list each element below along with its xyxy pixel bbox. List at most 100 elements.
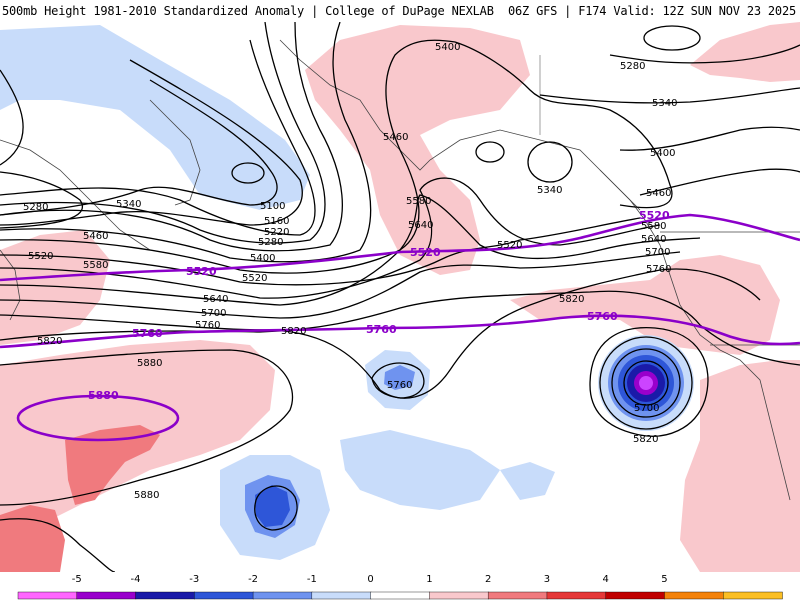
positive-anomaly-alaska [305, 25, 530, 275]
colorbar [17, 591, 783, 600]
colorbar-tick-label: 1 [426, 574, 433, 585]
contour-ne-5340 [539, 87, 800, 104]
map-title: 500mb Height 1981-2010 Standardized Anom… [2, 4, 494, 18]
colorbar-tick-label: 0 [367, 574, 374, 585]
height-contours [0, 22, 800, 572]
label-5580-m: 5580 [406, 196, 431, 207]
label-5760-nw: 5760 [195, 320, 220, 331]
contour-5280 [0, 22, 326, 244]
contour-nw-5340 [0, 171, 84, 229]
contour-5340 [0, 22, 343, 252]
colorbar-segment [546, 591, 607, 600]
contour-5880-sw [0, 349, 294, 506]
colorbar-segment [723, 591, 783, 600]
header: 500mb Height 1981-2010 Standardized Anom… [0, 0, 800, 22]
label-5160: 5160 [264, 216, 289, 227]
label-5820-w: 5820 [37, 336, 62, 347]
label-5640-e: 5640 [641, 234, 666, 245]
contour-5220 [0, 39, 316, 236]
label-5700-e: 5700 [645, 247, 670, 258]
negative-anomaly-tropical-patches [340, 430, 500, 510]
label-5460-ak: 5460 [383, 132, 408, 143]
label-5640-nw: 5640 [203, 294, 228, 305]
label-5520-w: 5520 [28, 251, 53, 262]
contour-nw-5280 [0, 69, 24, 166]
label-5340-ne: 5340 [652, 98, 677, 109]
contour-ne-high [643, 25, 701, 51]
positive-anomaly-mexico [680, 360, 800, 572]
label-5400-top: 5400 [435, 42, 460, 53]
colorbar-tick-label: -3 [189, 574, 200, 585]
contour-alaska-low-2 [527, 141, 573, 183]
colorbar-segment [311, 591, 372, 600]
contour-ne-5400 [619, 126, 800, 151]
colorbar-tick-label: 4 [602, 574, 609, 585]
label-5340-center: 5340 [537, 185, 562, 196]
label-5820-low: 5820 [633, 434, 658, 445]
positive-anomaly-southwest-core [0, 505, 65, 572]
colorbar-segment [135, 591, 196, 600]
colorbar-segment [487, 591, 548, 600]
coastline-kamchatka [149, 99, 201, 206]
contour-5460 [0, 39, 673, 274]
label-5760-e: 5760 [646, 264, 671, 275]
label-5880-sw: 5880 [134, 490, 159, 501]
ref-label-5520-e: 5520 [639, 209, 670, 222]
colorbar-segment [76, 591, 137, 600]
colorbar-tick-label: -2 [248, 574, 259, 585]
ref-label-5760-m: 5760 [366, 323, 397, 336]
colorbar-segment [370, 591, 431, 600]
label-5820-e: 5820 [559, 294, 584, 305]
contour-low-5640 [623, 360, 669, 406]
negative-anomaly-bering-core [225, 150, 275, 192]
ref-label-5520-m: 5520 [410, 246, 441, 259]
ref-label-5760-w: 5760 [132, 327, 163, 340]
contour-5880-s [0, 518, 116, 572]
label-5400-m: 5400 [250, 253, 275, 264]
label-5280-m: 5280 [258, 237, 283, 248]
model-valid-time: 06Z GFS | F174 Valid: 12Z SUN NOV 23 202… [507, 4, 796, 18]
colorbar-tick-label: -5 [71, 574, 82, 585]
label-5400-bc: 5400 [650, 148, 675, 159]
reference-contours [0, 213, 800, 442]
contour-bering-low [231, 162, 265, 184]
reference-contour-5520 [0, 213, 800, 282]
negative-anomaly-central-pacific-core [384, 365, 415, 390]
label-5520-m: 5520 [242, 273, 267, 284]
colorbar-tick-label: 3 [543, 574, 551, 585]
label-5220: 5220 [264, 227, 289, 238]
label-5820-mid: 5820 [281, 326, 306, 337]
colorbar-tick-label: -1 [306, 574, 317, 585]
contour-labels: 5400 5280 5340 5460 5400 5460 5340 5280 … [23, 42, 677, 501]
coastline-bc [599, 169, 791, 501]
colorbar-segment [17, 591, 78, 600]
label-5880-w: 5880 [137, 358, 162, 369]
contour-low-5820 [589, 326, 709, 437]
positive-anomaly-west-pacific-core [65, 425, 160, 505]
label-5580-w: 5580 [83, 260, 108, 271]
reference-labels: 5520 5520 5520 5760 5760 5760 5880 [88, 209, 670, 402]
positive-anomaly-northeast [690, 22, 800, 82]
label-5460-bc: 5460 [646, 188, 671, 199]
reference-contour-5760 [0, 314, 800, 349]
label-5460-w: 5460 [83, 231, 108, 242]
colorbar-segment [429, 591, 489, 600]
negative-anomaly-tropical-patches-2 [500, 462, 555, 500]
colorbar-tick-label: -4 [130, 574, 141, 585]
colorbar-segment [252, 591, 313, 600]
contour-tropical-low [254, 485, 298, 531]
colorbar-tick-label: 2 [484, 574, 492, 585]
label-5760-low: 5760 [387, 380, 412, 391]
contour-ne-5460 [639, 168, 800, 196]
contour-5160 [0, 59, 303, 226]
label-5340-w: 5340 [116, 199, 141, 210]
negative-anomaly-tropical-core [255, 485, 290, 527]
label-5700-low: 5700 [634, 403, 659, 414]
label-5280-w: 5280 [23, 202, 48, 213]
colorbar-segment [605, 591, 666, 600]
contour-low-5700 [611, 348, 681, 418]
contour-5760 [0, 268, 761, 399]
ref-label-5520-w: 5520 [186, 265, 217, 278]
contour-5700 [0, 251, 681, 319]
coastline-alaska [279, 39, 641, 211]
